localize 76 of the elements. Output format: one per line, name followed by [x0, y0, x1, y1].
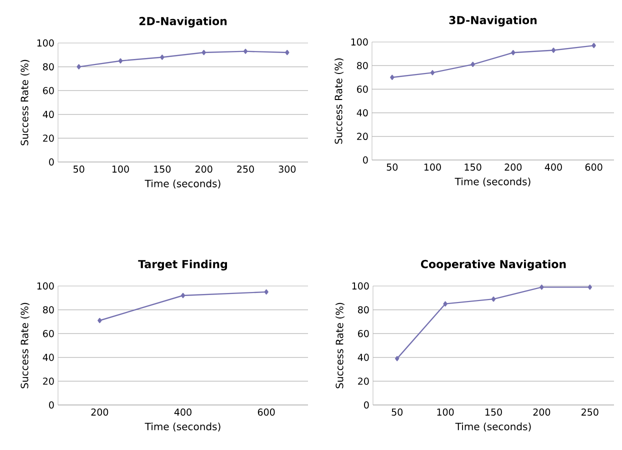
y-tick-label: 60	[43, 86, 54, 94]
y-axis-title: Success Rate (%)	[334, 58, 344, 144]
x-tick-label: 50	[386, 164, 398, 171]
y-tick-label: 60	[358, 330, 369, 338]
x-tick-label: 400	[174, 408, 192, 416]
x-tick-label: 100	[112, 166, 129, 173]
y-tick-label: 0	[363, 156, 368, 164]
point	[98, 318, 102, 324]
point	[430, 70, 435, 76]
chart-title: 3D-Navigation	[449, 16, 537, 26]
x-tick-label: 150	[485, 408, 502, 416]
x-tick-label: 200	[91, 408, 108, 416]
point	[551, 48, 556, 53]
y-tick-label: 0	[49, 158, 54, 166]
point	[588, 284, 592, 290]
y-tick-label: 60	[43, 330, 54, 338]
x-tick-label: 250	[582, 408, 598, 416]
x-tick-label: 250	[237, 166, 254, 173]
point	[264, 289, 268, 295]
y-tick-label: 0	[364, 401, 369, 409]
point	[390, 74, 394, 80]
point	[395, 356, 400, 362]
x-tick-label: 200	[533, 408, 550, 416]
x-axis-title: Time (seconds)	[454, 178, 530, 186]
x-tick-label: 600	[585, 164, 602, 171]
chart-title: Target Finding	[138, 260, 227, 270]
x-tick-label: 150	[464, 164, 482, 171]
y-tick-label: 100	[37, 39, 54, 47]
point	[118, 58, 123, 64]
x-tick-label: 100	[437, 408, 454, 416]
y-axis-title: Success Rate (%)	[336, 302, 344, 388]
y-tick-label: 20	[43, 134, 54, 142]
point	[592, 42, 596, 48]
point	[180, 292, 186, 298]
x-tick-label: 300	[278, 166, 296, 173]
y-tick-label: 40	[358, 354, 369, 361]
x-tick-label: 50	[74, 166, 84, 173]
x-tick-label: 150	[154, 166, 171, 173]
x-tick-label: 200	[504, 164, 522, 171]
y-tick-label: 20	[43, 378, 54, 385]
x-tick-label: 50	[392, 408, 403, 416]
y-tick-label: 40	[42, 354, 54, 361]
point	[540, 284, 544, 290]
y-axis-title: Success Rate (%)	[20, 60, 30, 146]
y-tick-label: 20	[357, 132, 368, 140]
y-tick-label: 100	[37, 282, 54, 290]
point	[491, 296, 496, 302]
y-tick-label: 80	[43, 63, 54, 70]
y-tick-label: 60	[357, 86, 368, 93]
point	[470, 62, 475, 68]
y-tick-label: 80	[43, 306, 54, 314]
chart-title: 2D-Navigation	[139, 16, 227, 28]
y-tick-label: 80	[357, 62, 368, 70]
x-axis-title: Time (seconds)	[144, 180, 220, 188]
point	[285, 50, 290, 56]
x-tick-label: 400	[544, 164, 562, 171]
point	[443, 301, 448, 306]
chart-title: Cooperative Navigation	[420, 260, 566, 270]
y-tick-label: 40	[42, 110, 54, 118]
y-tick-label: 100	[352, 282, 369, 290]
point	[76, 64, 81, 70]
y-tick-label: 0	[49, 401, 54, 409]
y-tick-label: 20	[358, 378, 369, 385]
y-axis-title: Success Rate (%)	[20, 302, 30, 388]
x-axis-title: Time (seconds)	[455, 422, 531, 432]
point	[243, 48, 248, 54]
x-tick-label: 100	[424, 164, 441, 171]
y-tick-label: 100	[351, 38, 368, 46]
point	[511, 50, 516, 56]
x-tick-label: 600	[258, 408, 275, 416]
y-tick-label: 80	[358, 306, 369, 314]
point	[202, 50, 206, 56]
y-tick-label: 40	[356, 109, 368, 116]
x-tick-label: 200	[195, 166, 212, 173]
point	[160, 54, 164, 60]
x-axis-title: Time (seconds)	[144, 422, 220, 432]
